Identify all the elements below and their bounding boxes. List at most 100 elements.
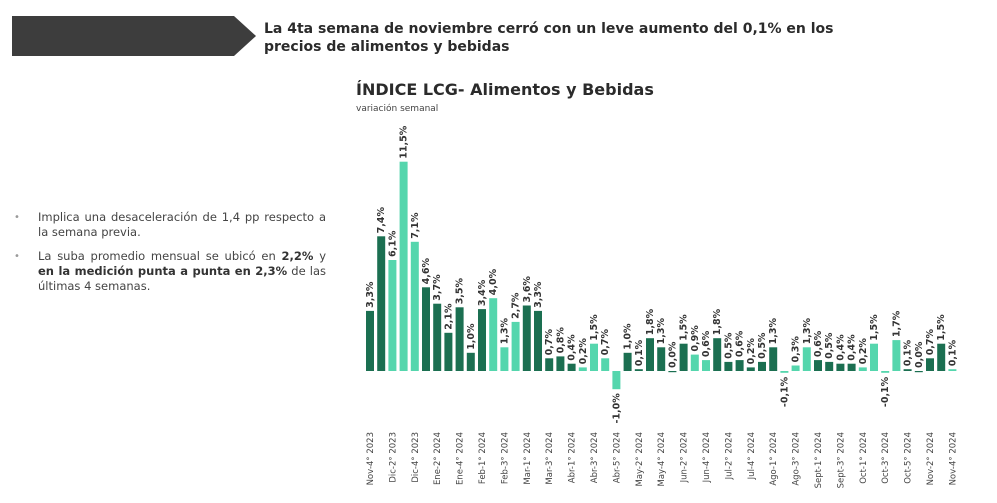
bar-value-label: 0,4%	[567, 334, 578, 361]
bar-value-label: 0,9%	[690, 325, 701, 352]
x-tick-label: Jun-2° 2024	[680, 432, 690, 483]
bar-value-label: 3,7%	[432, 274, 443, 301]
bar-value-label: -1,0%	[611, 393, 622, 424]
bar-value-label: 7,4%	[376, 206, 387, 233]
bar-value-label: 1,3%	[802, 317, 813, 344]
x-tick-label: Mar-3° 2024	[545, 432, 555, 485]
bar	[870, 343, 878, 371]
x-tick-label: Sept-3° 2024	[836, 432, 846, 488]
bar	[612, 371, 621, 390]
bar	[814, 360, 822, 371]
bar	[724, 361, 733, 371]
bar	[892, 340, 901, 371]
bar	[466, 352, 475, 371]
bar-value-label: 0,5%	[824, 332, 835, 359]
x-tick-label: Jun-4° 2024	[702, 432, 712, 483]
bar-value-label: -0,1%	[880, 376, 891, 407]
bar-value-label: 1,5%	[679, 314, 690, 341]
bar-value-label: 2,1%	[443, 303, 454, 330]
bar-value-label: 6,1%	[387, 230, 398, 257]
bar	[825, 361, 834, 371]
chart-title: ÍNDICE LCG- Alimentos y Bebidas	[356, 80, 654, 99]
x-tick-label: May-4° 2024	[657, 432, 667, 486]
header-banner	[12, 16, 256, 56]
bar-value-label: 1,5%	[936, 314, 947, 341]
bar-value-label: 1,3%	[768, 317, 779, 344]
bar	[410, 241, 419, 371]
x-tick-label: Feb-3° 2024	[500, 432, 510, 484]
bar-value-label: 1,0%	[466, 323, 477, 350]
bar-value-label: 1,8%	[645, 308, 656, 335]
bar-value-label: -0,1%	[779, 376, 790, 407]
bar	[478, 309, 486, 371]
bar-value-label: 4,6%	[421, 257, 432, 284]
bar	[366, 310, 374, 371]
bar	[578, 367, 587, 371]
x-tick-label: Jul-2° 2024	[724, 432, 734, 480]
bar	[780, 371, 789, 373]
bar	[668, 371, 677, 373]
headline-line-2: precios de alimentos y bebidas	[264, 39, 510, 55]
bar	[746, 367, 755, 371]
bar-value-label: 11,5%	[399, 125, 410, 158]
bar	[881, 371, 890, 373]
bar	[623, 352, 632, 371]
bar-value-label: 3,3%	[365, 281, 376, 308]
bar	[377, 236, 386, 371]
x-tick-label: Ago-3° 2024	[792, 432, 802, 486]
bar-value-label: 1,3%	[656, 317, 667, 344]
bar	[926, 358, 934, 371]
bar	[545, 358, 554, 371]
bar-value-label: 0,1%	[903, 339, 914, 366]
bar-value-label: 1,5%	[869, 314, 880, 341]
x-tick-label: Ene-4° 2024	[456, 432, 466, 485]
bar	[679, 343, 688, 371]
bar-value-label: 0,0%	[914, 341, 925, 368]
bar-value-label: 0,7%	[925, 328, 936, 355]
bar-value-label: 3,4%	[477, 279, 488, 306]
x-tick-label: Ago-1° 2024	[769, 432, 779, 486]
bar	[735, 360, 744, 371]
x-tick-label: Nov-2° 2024	[926, 432, 936, 485]
bar	[836, 363, 845, 371]
bar-value-label: 0,3%	[791, 336, 802, 363]
x-tick-label: Jul-4° 2024	[747, 432, 757, 480]
headline-line-1: La 4ta semana de noviembre cerró con un …	[264, 21, 834, 37]
x-tick-label: Sept-1° 2024	[814, 432, 824, 488]
x-tick-label: Abr-1° 2024	[568, 432, 578, 483]
bar-value-label: 0,6%	[701, 330, 712, 357]
x-tick-label: Feb-1° 2024	[478, 432, 488, 484]
bar-value-label: 0,4%	[835, 334, 846, 361]
bullet-deceleration: Implica una desaceleración de 1,4 pp res…	[14, 210, 326, 240]
bar-value-label: 4,0%	[488, 268, 499, 295]
bar	[455, 307, 464, 371]
x-tick-label: Ene-2° 2024	[433, 432, 443, 485]
bar	[713, 338, 722, 371]
bar	[511, 321, 520, 371]
x-tick-label: Dic-4° 2023	[411, 432, 421, 483]
bar	[444, 332, 453, 371]
bar	[657, 347, 666, 371]
x-tick-label: Oct-3° 2024	[881, 432, 891, 484]
bar	[937, 343, 946, 371]
bar-value-label: 1,3%	[499, 317, 510, 344]
bar	[646, 338, 654, 371]
bar	[601, 358, 610, 371]
bar-value-label: 0,5%	[757, 332, 768, 359]
bullet-text-post: de las últimas 4 semanas.	[38, 264, 327, 293]
bar-value-label: 3,6%	[522, 276, 533, 303]
bar-value-label: 0,4%	[847, 334, 858, 361]
bar-value-label: 1,7%	[891, 310, 902, 337]
bar	[556, 356, 565, 371]
x-tick-label: Nov-4° 2024	[948, 432, 958, 485]
bar	[758, 361, 766, 371]
headline: La 4ta semana de noviembre cerró con un …	[264, 20, 864, 56]
bar	[489, 298, 498, 371]
x-tick-label: Dic-2° 2023	[388, 432, 398, 483]
bar	[702, 360, 710, 371]
bar-value-label: 0,6%	[813, 330, 824, 357]
x-tick-label: Abr-5° 2024	[612, 432, 622, 483]
bar-value-label: 3,5%	[455, 277, 466, 304]
bar	[948, 369, 957, 371]
